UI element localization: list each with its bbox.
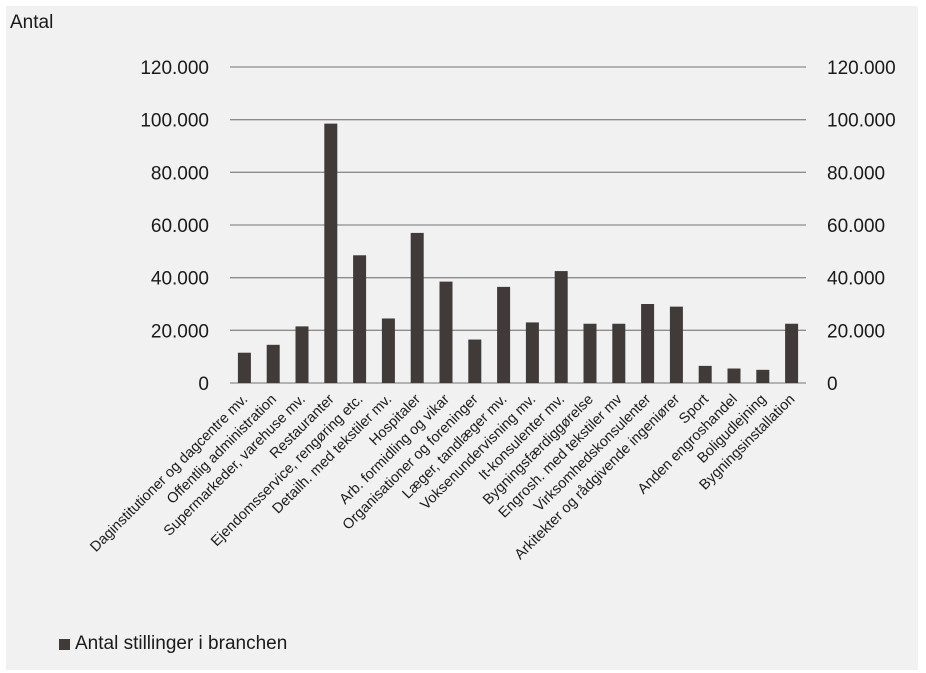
y-tick-label-left: 60.000 xyxy=(151,216,209,237)
bar xyxy=(583,323,597,383)
bar xyxy=(497,286,511,383)
y-tick-label-right: 120.000 xyxy=(827,58,896,79)
bar xyxy=(381,318,395,383)
y-axis-title: Antal xyxy=(10,12,53,33)
y-tick-label-left: 120.000 xyxy=(140,58,209,79)
y-tick-label-left: 100.000 xyxy=(140,111,209,132)
chart-container: Antal 0 0 20.000 20.000 40.000 40.000 60.000 60.… xyxy=(6,6,918,670)
bar-chart: Antal 0 0 20.000 20.000 40.000 40.000 60.000 60.… xyxy=(10,12,896,563)
y-tick-label-right: 20.000 xyxy=(827,321,885,342)
bar xyxy=(756,369,770,383)
legend: Antal stillinger i branchen xyxy=(59,633,287,655)
bar xyxy=(669,306,683,383)
bar xyxy=(554,271,568,383)
bar xyxy=(641,304,655,383)
y-tick-label-left: 80.000 xyxy=(151,163,209,184)
y-tick-label-right: 0 xyxy=(827,374,838,395)
bar xyxy=(468,339,482,383)
bar xyxy=(698,365,712,383)
bar xyxy=(295,326,309,383)
legend-label: Antal stillinger i branchen xyxy=(75,633,288,654)
bar xyxy=(525,322,539,383)
bar xyxy=(266,344,280,383)
legend-swatch xyxy=(59,638,70,650)
y-tick-label-right: 100.000 xyxy=(827,111,896,132)
y-tick-label-left: 20.000 xyxy=(151,321,209,342)
y-tick-label-right: 40.000 xyxy=(827,269,885,290)
y-tick-label-left: 0 xyxy=(198,374,209,395)
bar xyxy=(785,323,799,383)
y-tick-label-left: 40.000 xyxy=(151,269,209,290)
bar xyxy=(324,123,338,383)
bar xyxy=(237,352,251,383)
y-tick-label-right: 60.000 xyxy=(827,216,885,237)
y-tick-label-right: 80.000 xyxy=(827,163,885,184)
bar xyxy=(410,232,424,383)
bar xyxy=(353,255,367,383)
bar xyxy=(612,323,626,383)
bar xyxy=(439,281,453,383)
bar xyxy=(727,368,741,383)
